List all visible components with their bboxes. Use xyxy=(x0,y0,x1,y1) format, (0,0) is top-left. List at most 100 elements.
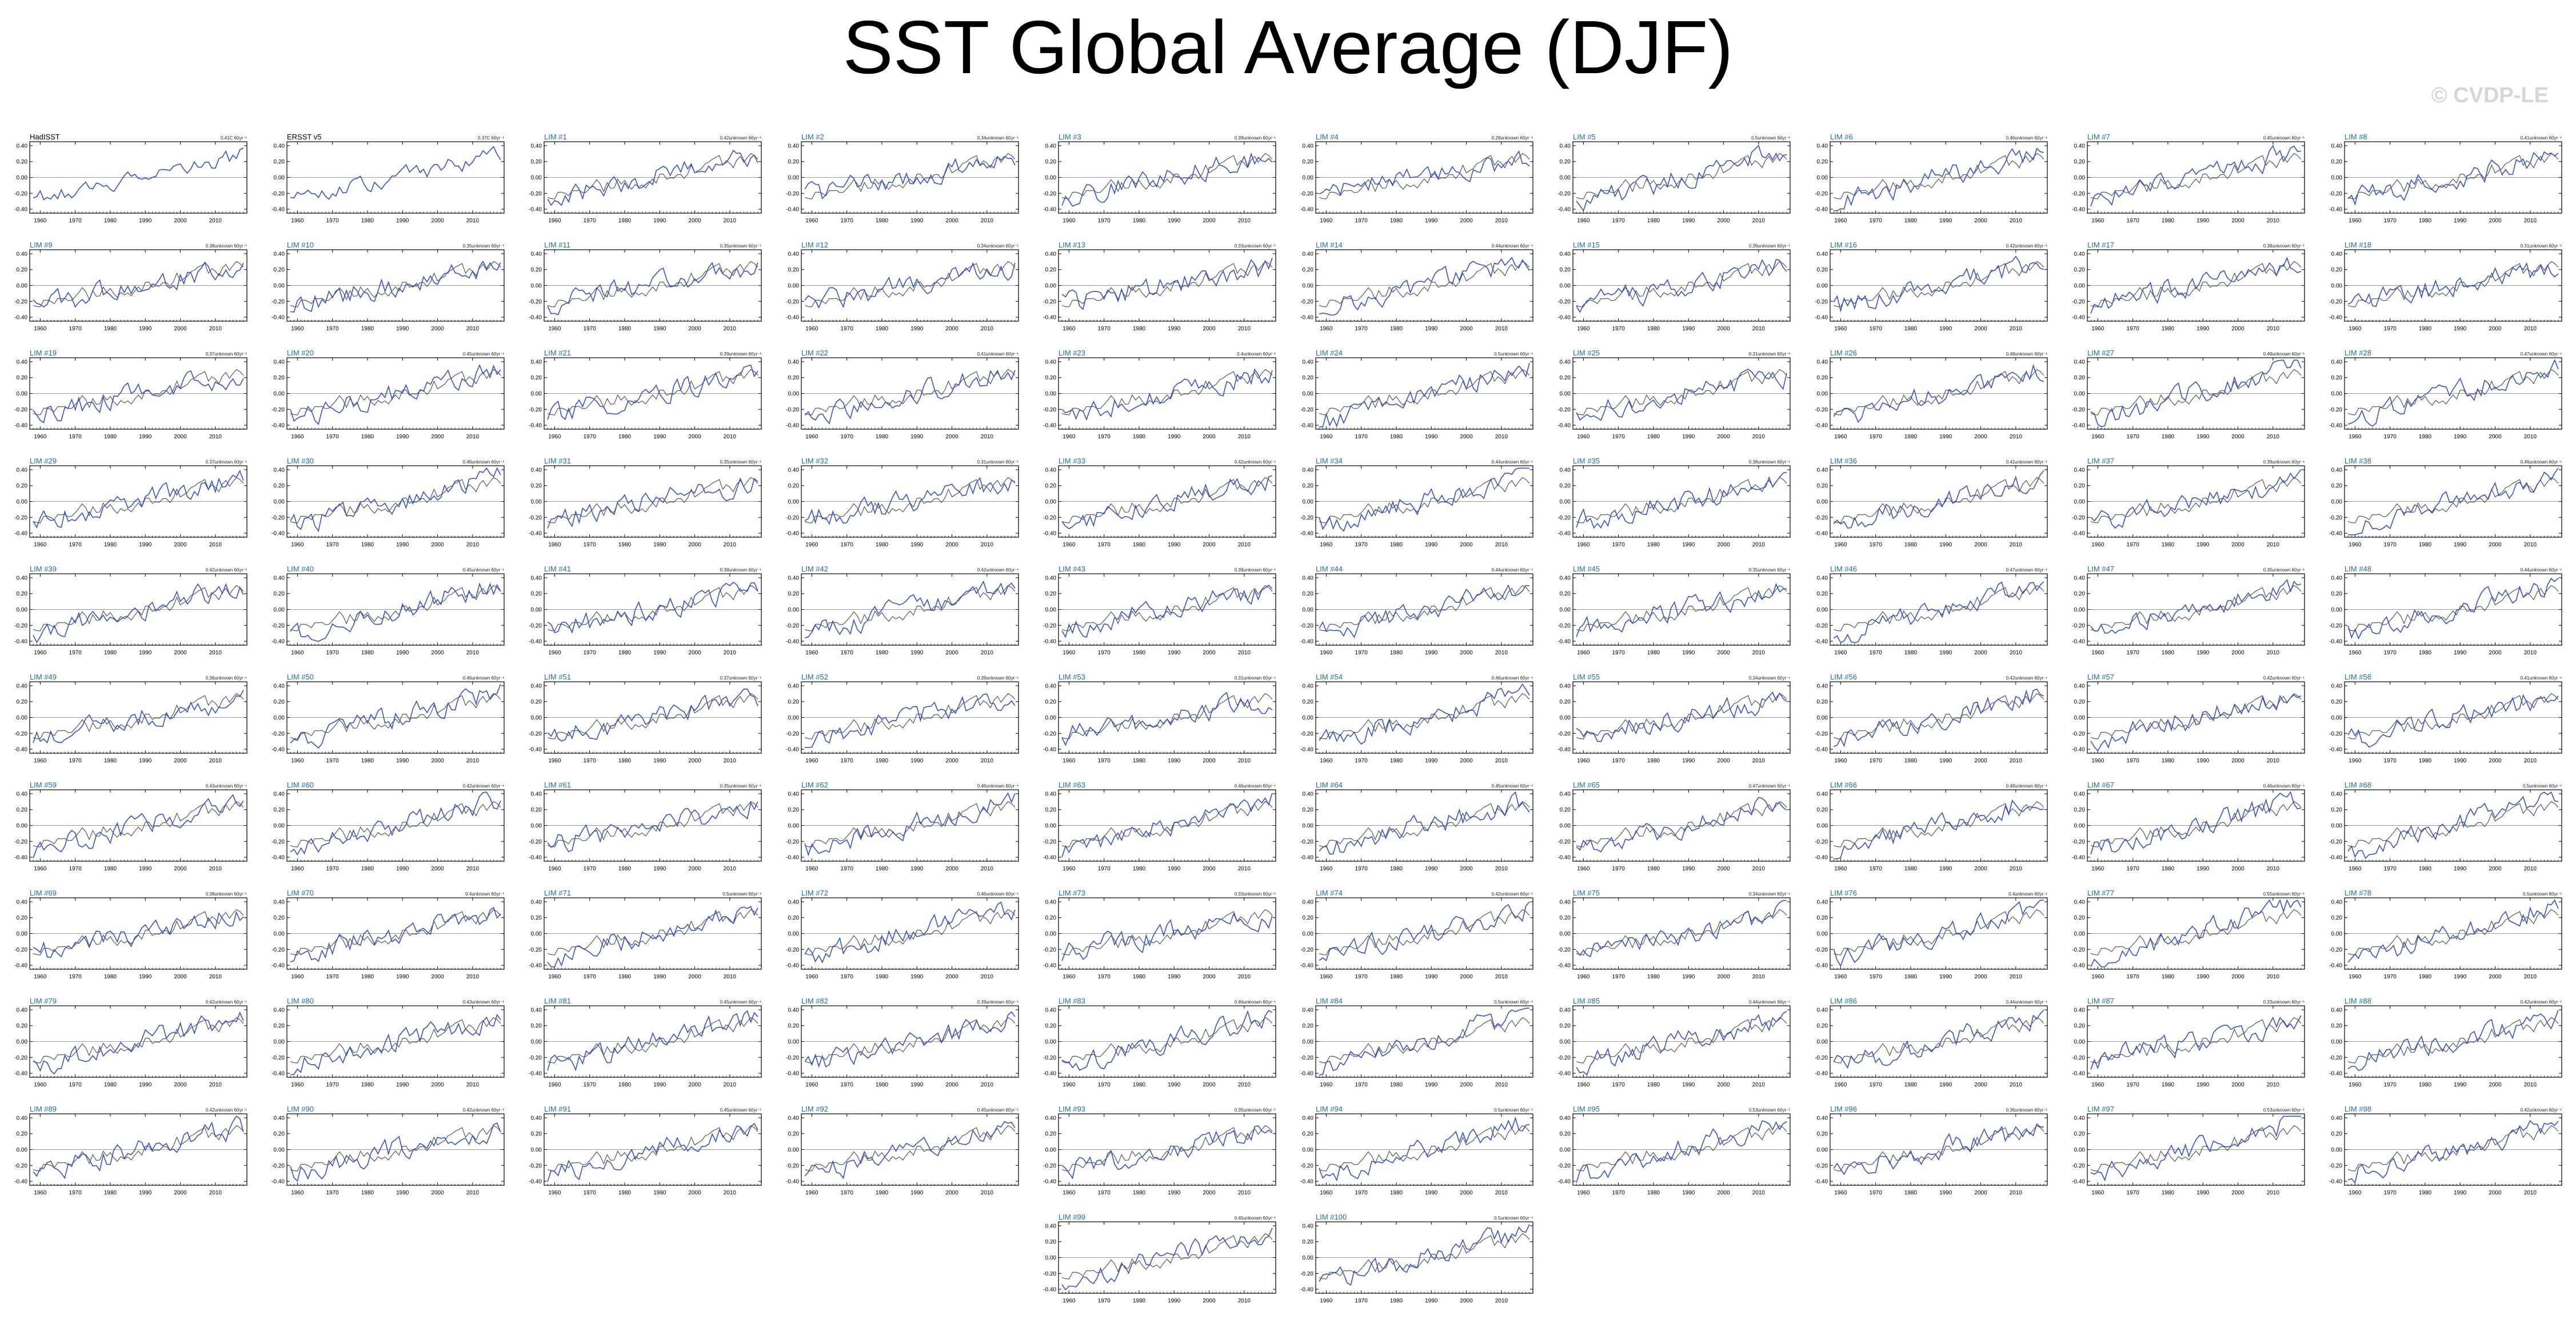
x-tick-label: 1960 xyxy=(1063,218,1076,224)
panel-trend-label: 0.46unknown 60yr⁻¹ xyxy=(463,459,505,465)
x-tick-label: 2000 xyxy=(1717,650,1730,656)
y-tick-label: 0.20 xyxy=(274,159,285,165)
x-tick-label: 2010 xyxy=(981,218,994,224)
y-tick-label: 0.40 xyxy=(1817,143,1828,149)
y-tick-label: 0.00 xyxy=(531,283,542,289)
chart-panel: LIM #51 0.37unknown 60yr⁻¹ -0.40 -0.20 0.00 0… xyxy=(529,673,762,764)
y-tick-label: 0.00 xyxy=(1045,391,1057,397)
x-tick-label: 1960 xyxy=(1063,326,1076,332)
panel-title: LIM #45 xyxy=(1573,565,1600,573)
y-tick-label: 0.40 xyxy=(2331,359,2343,365)
y-tick-label: 0.00 xyxy=(2331,499,2343,505)
x-tick-label: 2000 xyxy=(1717,434,1730,440)
y-tick-label: -0.40 xyxy=(1300,531,1313,537)
y-tick-label: 0.00 xyxy=(2331,607,2343,613)
series-line xyxy=(33,470,244,529)
y-tick-label: 0.00 xyxy=(274,715,285,721)
obs-reference-line xyxy=(290,585,501,631)
obs-reference-line xyxy=(2347,585,2559,631)
x-tick-label: 1960 xyxy=(2349,434,2362,440)
chart-panel: LIM #25 0.31unknown 60yr⁻¹ -0.40 -0.20 0.00 0… xyxy=(1557,349,1791,440)
y-tick-label: 0.40 xyxy=(531,683,542,689)
series-line xyxy=(1319,584,1529,638)
panel-title: LIM #19 xyxy=(30,349,57,357)
x-tick-label: 2000 xyxy=(1974,650,1987,656)
y-tick-label: 0.00 xyxy=(531,499,542,505)
x-tick-label: 1990 xyxy=(1939,218,1952,224)
chart-panel: LIM #16 0.42unknown 60yr⁻¹ -0.40 -0.20 0.00 0… xyxy=(1815,241,2048,332)
y-tick-label: 0.20 xyxy=(788,159,800,165)
y-tick-label: -0.20 xyxy=(1300,623,1313,629)
y-tick-label: 0.40 xyxy=(17,575,28,581)
series-line xyxy=(1576,145,1787,212)
y-tick-label: 0.00 xyxy=(274,607,285,613)
x-tick-label: 1980 xyxy=(1904,650,1918,656)
y-tick-label: -0.40 xyxy=(529,423,542,429)
x-tick-label: 2010 xyxy=(981,326,994,332)
y-tick-label: -0.20 xyxy=(786,515,799,521)
x-tick-label: 1980 xyxy=(104,758,117,764)
x-tick-label: 1980 xyxy=(1390,326,1403,332)
x-tick-label: 1960 xyxy=(548,542,561,548)
obs-reference-line xyxy=(547,369,758,415)
panel-trend-label: 0.38unknown 60yr⁻¹ xyxy=(2263,243,2305,249)
series-line xyxy=(1833,581,2044,643)
panel-title: LIM #20 xyxy=(287,349,314,357)
x-tick-label: 1980 xyxy=(361,218,374,224)
y-tick-label: -0.40 xyxy=(2329,531,2342,537)
obs-reference-line xyxy=(2090,153,2302,199)
x-tick-label: 1970 xyxy=(69,326,82,332)
y-tick-label: 0.40 xyxy=(1303,251,1314,257)
x-tick-label: 1980 xyxy=(1133,326,1146,332)
y-tick-label: -0.20 xyxy=(1557,191,1571,197)
series-line xyxy=(804,369,1016,425)
x-tick-label: 1970 xyxy=(2127,650,2140,656)
x-tick-label: 1980 xyxy=(361,542,374,548)
y-tick-label: -0.40 xyxy=(1300,315,1313,321)
x-tick-label: 2000 xyxy=(1203,650,1216,656)
x-tick-label: 1980 xyxy=(2419,434,2432,440)
chart-panel: LIM #22 0.41unknown 60yr⁻¹ -0.40 -0.20 0.00 0… xyxy=(786,349,1019,440)
y-tick-label: 0.40 xyxy=(274,683,285,689)
panel-title: LIM #33 xyxy=(1059,457,1085,465)
x-tick-label: 1990 xyxy=(139,218,152,224)
chart-panel: LIM #13 0.33unknown 60yr⁻¹ -0.40 -0.20 0.00 0… xyxy=(1043,241,1276,332)
y-tick-label: -0.40 xyxy=(14,207,27,213)
obs-reference-line xyxy=(2090,585,2302,631)
series-line xyxy=(1576,582,1787,637)
chart-panel: LIM #12 0.34unknown 60yr⁻¹ -0.40 -0.20 0.00 0… xyxy=(786,241,1019,332)
panel-trend-label: 0.37unknown 60yr⁻¹ xyxy=(206,351,247,357)
x-tick-label: 1990 xyxy=(1425,650,1438,656)
x-tick-label: 1980 xyxy=(1647,434,1660,440)
x-tick-label: 1990 xyxy=(2454,434,2467,440)
x-tick-label: 1960 xyxy=(1834,434,1847,440)
y-tick-label: 0.20 xyxy=(274,375,285,381)
x-tick-label: 2010 xyxy=(1495,326,1508,332)
y-tick-label: 0.00 xyxy=(531,175,542,181)
x-tick-label: 2010 xyxy=(724,218,737,224)
x-tick-label: 2010 xyxy=(981,650,994,656)
y-tick-label: 0.00 xyxy=(2074,391,2086,397)
x-tick-label: 1980 xyxy=(2162,326,2175,332)
chart-panel: LIM #18 0.31unknown 60yr⁻¹ -0.40 -0.20 0.00 0… xyxy=(2329,241,2562,332)
x-tick-label: 1970 xyxy=(584,218,597,224)
y-tick-label: 0.00 xyxy=(1560,283,1571,289)
x-tick-label: 1990 xyxy=(2454,542,2467,548)
x-tick-label: 2010 xyxy=(466,650,480,656)
x-tick-label: 1970 xyxy=(1098,542,1111,548)
y-tick-label: 0.40 xyxy=(2331,575,2343,581)
series-line xyxy=(290,146,501,200)
x-tick-label: 1970 xyxy=(1870,218,1883,224)
x-tick-label: 1960 xyxy=(34,326,47,332)
panel-title: LIM #48 xyxy=(2345,565,2371,573)
obs-reference-line xyxy=(1319,261,1530,307)
x-tick-label: 1990 xyxy=(1682,326,1695,332)
panel-trend-label: 0.42unknown 60yr⁻¹ xyxy=(977,567,1019,573)
x-tick-label: 1970 xyxy=(326,650,340,656)
x-tick-label: 1990 xyxy=(1682,650,1695,656)
series-line xyxy=(33,370,244,423)
panel-trend-label: 0.37unknown 60yr⁻¹ xyxy=(720,676,762,681)
x-tick-label: 2010 xyxy=(209,650,222,656)
x-tick-label: 1970 xyxy=(2127,218,2140,224)
x-tick-label: 2000 xyxy=(2231,326,2244,332)
